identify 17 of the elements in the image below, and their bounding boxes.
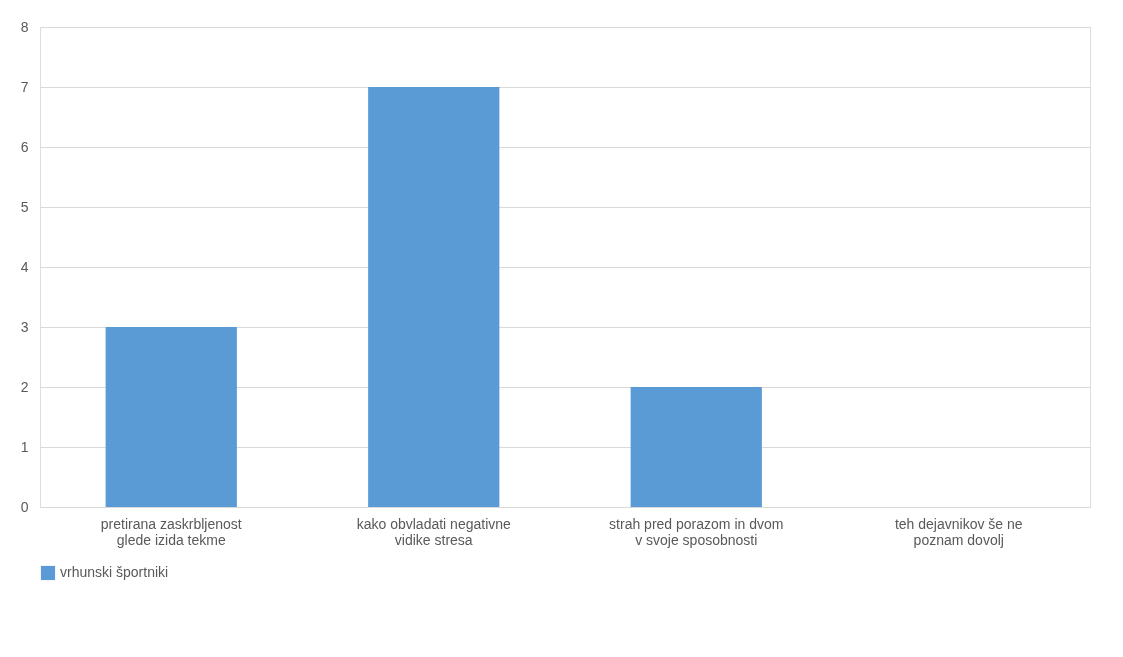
y-tick-label: 2 (20, 378, 29, 395)
bar (630, 387, 762, 507)
x-tick-label: teh dejavnikov še ne poznam dovolj (894, 515, 1023, 548)
y-tick-label: 3 (20, 318, 29, 335)
x-tick-label: kako obvladati negativne vidike stresa (356, 515, 512, 548)
bar (105, 327, 237, 507)
y-tick-label: 1 (20, 438, 29, 455)
x-tick-label: pretirana zaskrbljenost glede izida tekme (100, 515, 242, 548)
y-tick-label: 0 (20, 498, 29, 515)
x-tick-label: strah pred porazom in dvom v svoje sposobnosti (609, 515, 784, 548)
y-tick-label: 6 (20, 138, 29, 155)
y-tick-label: 8 (20, 18, 29, 35)
y-tick-label: 7 (20, 78, 29, 95)
bar (368, 87, 500, 507)
y-tick-label: 5 (20, 198, 29, 215)
y-tick-label: 4 (20, 258, 29, 275)
legend-label: vrhunski športniki (60, 564, 169, 580)
